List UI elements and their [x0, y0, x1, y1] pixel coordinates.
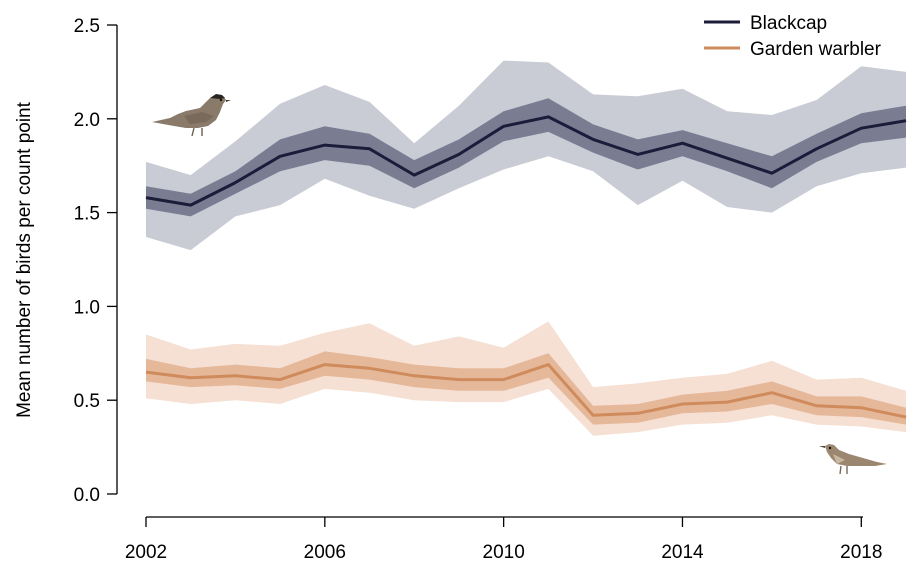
series-lines	[145, 115, 907, 419]
x-tick-label: 2006	[304, 542, 346, 563]
legend: Blackcap Garden warbler	[704, 13, 882, 60]
x-axis: 2002 2006 2010 2014 2018	[125, 516, 882, 563]
y-tick-label: 2.0	[74, 110, 100, 131]
garden-warbler-inner-band	[146, 351, 906, 425]
legend-label-blackcap: Blackcap	[750, 13, 827, 34]
x-ticks: 2002 2006 2010 2014 2018	[125, 517, 882, 563]
legend-label-garden-warbler: Garden warbler	[750, 39, 882, 60]
x-tick-label: 2014	[661, 542, 704, 563]
y-axis: 0.0 0.5 1.0 1.5 2.0 2.5 Mean number of birds …	[14, 16, 118, 506]
garden-warbler-series-line	[145, 363, 907, 419]
confidence-bands	[146, 60, 906, 436]
y-tick-label: 1.0	[74, 297, 100, 318]
y-ticks: 0.0 0.5 1.0 1.5 2.0 2.5	[74, 16, 117, 506]
x-tick-label: 2002	[125, 542, 167, 563]
y-axis-title: Mean number of birds per count point	[14, 101, 35, 418]
blackcap-bird-icon	[152, 94, 231, 137]
blackcap-outer-band	[146, 60, 906, 251]
garden-warbler-bird-icon	[819, 444, 887, 475]
blackcap-series-line	[145, 115, 907, 207]
y-tick-label: 0.5	[74, 391, 100, 412]
y-tick-label: 2.5	[74, 16, 100, 37]
y-tick-label: 0.0	[74, 485, 100, 506]
y-tick-label: 1.5	[74, 204, 100, 225]
x-tick-label: 2010	[483, 542, 525, 563]
x-tick-label: 2018	[840, 542, 882, 563]
